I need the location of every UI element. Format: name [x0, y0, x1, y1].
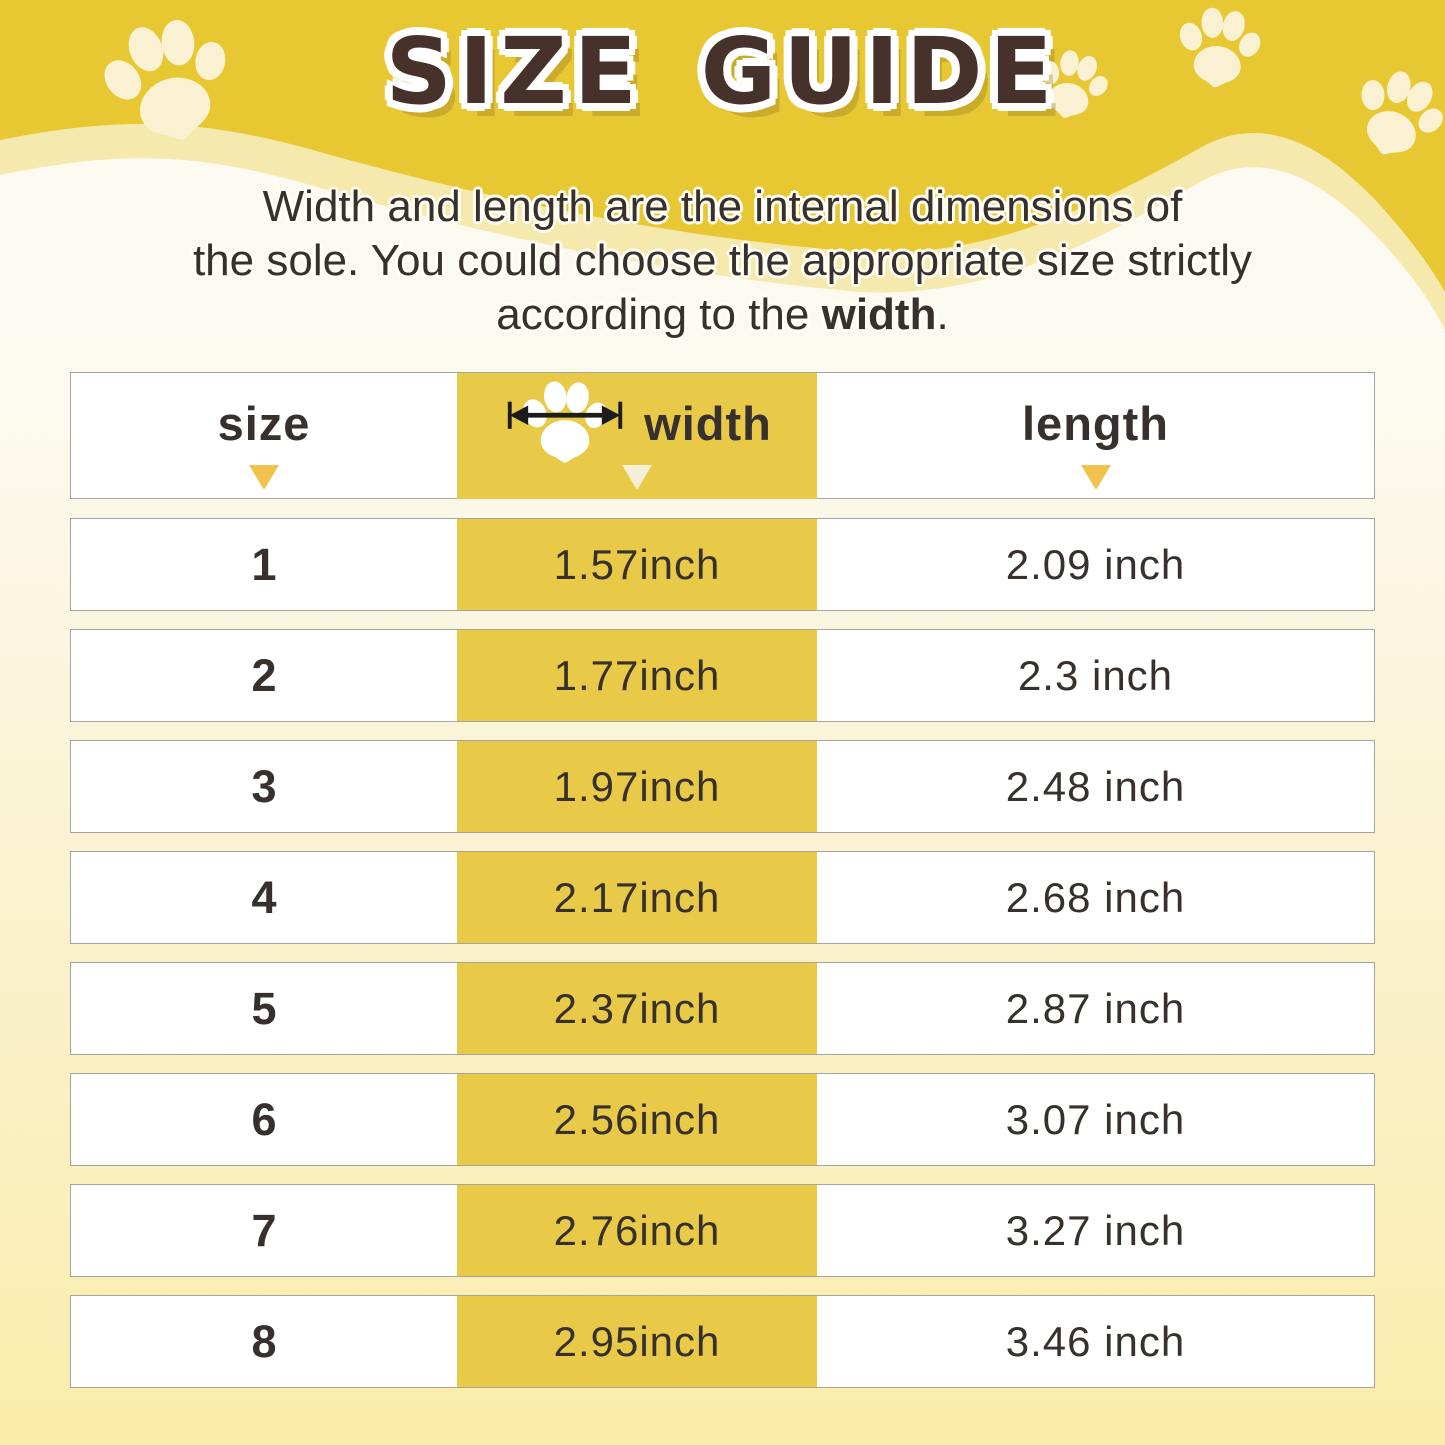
width-cell: 1.77inch	[457, 630, 817, 721]
paw-with-width-arrow-icon	[507, 380, 623, 463]
size-cell: 1	[251, 538, 277, 590]
width-column-label: width	[644, 396, 772, 450]
description-bold-word: width	[821, 290, 937, 339]
length-cell: 3.46 inch	[1005, 1317, 1186, 1365]
table-row: 4 2.17inch 2.68 inch	[70, 851, 1375, 944]
size-cell: 7	[251, 1204, 277, 1256]
header-cell-width: width	[457, 373, 817, 499]
description-line-3: according to the width.	[496, 290, 949, 339]
size-cell: 6	[251, 1093, 277, 1145]
width-cell: 2.56inch	[457, 1074, 817, 1165]
size-table: size width length 1 1.57inch	[70, 372, 1375, 1388]
column-pointer-triangle	[249, 465, 279, 490]
description-line-1: Width and length are the internal dimens…	[262, 182, 1183, 231]
length-cell: 3.27 inch	[1005, 1206, 1186, 1254]
size-cell: 8	[251, 1315, 277, 1367]
header-cell-length: length	[817, 373, 1374, 499]
width-cell: 2.37inch	[457, 963, 817, 1054]
table-row: 2 1.77inch 2.3 inch	[70, 629, 1375, 722]
table-row: 6 2.56inch 3.07 inch	[70, 1073, 1375, 1166]
width-cell: 2.95inch	[457, 1296, 817, 1387]
table-row: 5 2.37inch 2.87 inch	[70, 962, 1375, 1055]
table-header-row: size width length	[70, 372, 1375, 499]
length-column-label: length	[1022, 396, 1169, 450]
table-row: 1 1.57inch 2.09 inch	[70, 518, 1375, 611]
length-cell: 2.09 inch	[1005, 540, 1186, 588]
column-pointer-triangle	[1080, 465, 1111, 490]
page-title: SIZE GUIDE	[385, 18, 1060, 125]
length-cell: 2.3 inch	[1017, 651, 1174, 699]
description-text: Width and length are the internal dimens…	[0, 180, 1445, 342]
table-row: 7 2.76inch 3.27 inch	[70, 1184, 1375, 1277]
size-column-label: size	[217, 396, 311, 450]
length-cell: 2.48 inch	[1005, 762, 1186, 810]
description-line-2: the sole. You could choose the appropria…	[192, 236, 1253, 285]
length-cell: 3.07 inch	[1005, 1095, 1186, 1143]
column-pointer-triangle	[622, 465, 652, 490]
size-cell: 4	[251, 871, 277, 923]
size-cell: 3	[251, 760, 277, 812]
table-row: 8 2.95inch 3.46 inch	[70, 1295, 1375, 1388]
width-cell: 2.76inch	[457, 1185, 817, 1276]
width-cell: 1.97inch	[457, 741, 817, 832]
width-cell: 2.17inch	[457, 852, 817, 943]
width-cell: 1.57inch	[457, 519, 817, 610]
size-cell: 5	[251, 982, 277, 1034]
header-cell-size: size	[71, 373, 457, 499]
length-cell: 2.87 inch	[1005, 984, 1186, 1032]
table-row: 3 1.97inch 2.48 inch	[70, 740, 1375, 833]
length-cell: 2.68 inch	[1005, 873, 1186, 921]
size-cell: 2	[251, 649, 277, 701]
